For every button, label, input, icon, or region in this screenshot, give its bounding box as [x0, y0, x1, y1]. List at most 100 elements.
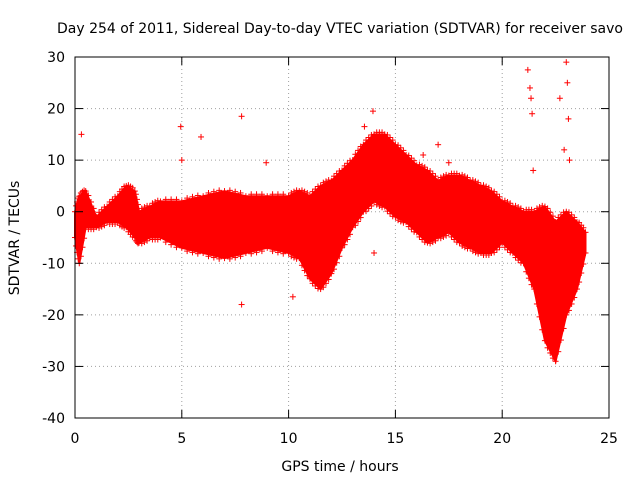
lower-fringe-point [568, 300, 575, 307]
upper-fringe-point [109, 196, 116, 203]
lower-fringe-point [314, 285, 321, 292]
lower-fringe-point [451, 236, 458, 243]
upper-fringe-point [379, 129, 386, 136]
lower-fringe-point [571, 294, 578, 301]
lower-fringe-point [293, 255, 300, 262]
lower-fringe-point [173, 244, 180, 251]
upper-envelope-point [221, 188, 228, 195]
upper-fringe-point [395, 142, 402, 149]
upper-fringe-point [453, 170, 460, 177]
lower-fringe-point [112, 221, 119, 228]
lower-fringe-point [129, 233, 136, 240]
outlier-point [528, 95, 535, 102]
outlier-point [238, 113, 245, 120]
lower-fringe-point [440, 233, 447, 240]
lower-envelope-point [381, 203, 388, 210]
upper-fringe-point [443, 171, 450, 178]
upper-fringe-point [544, 205, 551, 212]
upper-fringe-point [368, 131, 375, 138]
lower-fringe-point [144, 237, 151, 244]
lower-fringe-point [73, 242, 80, 249]
upper-fringe-point [400, 147, 407, 154]
upper-fringe-point [132, 191, 139, 198]
lower-fringe-point [81, 235, 88, 242]
upper-envelope-point [552, 219, 559, 226]
outlier-point [420, 151, 427, 158]
outlier-point [563, 59, 570, 66]
upper-fringe-point [333, 170, 340, 177]
upper-fringe-point [189, 193, 196, 200]
y-tick-label: 20 [47, 102, 65, 118]
lower-fringe-point [205, 253, 212, 260]
upper-fringe-point [141, 204, 148, 211]
outlier-point [564, 79, 571, 86]
lower-fringe-point [298, 262, 305, 269]
upper-fringe-point [384, 131, 391, 138]
lower-fringe-point [79, 244, 86, 251]
upper-fringe-point [485, 184, 492, 191]
upper-envelope-point [157, 198, 164, 205]
upper-fringe-point [258, 191, 265, 198]
lower-fringe-point [475, 250, 482, 257]
upper-fringe-point [288, 189, 295, 196]
lower-envelope-point [403, 219, 410, 226]
lower-fringe-point [288, 253, 295, 260]
lower-fringe-point [557, 337, 564, 344]
lower-fringe-point [408, 226, 415, 233]
upper-fringe-point [496, 193, 503, 200]
upper-fringe-point [336, 168, 343, 175]
lower-fringe-point [453, 239, 460, 246]
lower-fringe-point [226, 255, 233, 262]
lower-fringe-point [565, 307, 572, 314]
lower-fringe-point [373, 201, 380, 208]
lower-envelope-point [371, 198, 378, 205]
lower-fringe-point [443, 232, 450, 239]
lower-fringe-point [464, 245, 471, 252]
lower-fringe-point [347, 231, 354, 238]
lower-envelope-point [435, 234, 442, 241]
upper-fringe-point [397, 144, 404, 151]
upper-fringe-point [322, 178, 329, 185]
lower-envelope-point [573, 286, 580, 293]
outlier-point [198, 133, 205, 140]
outlier-point [445, 159, 452, 166]
upper-fringe-point [517, 205, 524, 212]
lower-envelope-point [552, 358, 559, 365]
lower-fringe-point [432, 237, 439, 244]
lower-fringe-point [320, 284, 327, 291]
upper-fringe-point [555, 214, 562, 221]
lower-fringe-point [419, 236, 426, 243]
upper-fringe-point [528, 206, 535, 213]
lower-fringe-point [274, 249, 281, 256]
lower-envelope-point [328, 270, 335, 277]
lower-fringe-point [515, 257, 522, 264]
upper-envelope-point [114, 193, 121, 200]
upper-envelope-point [509, 203, 516, 210]
lower-fringe-point [427, 240, 434, 247]
upper-fringe-point [88, 198, 95, 205]
upper-fringe-point [421, 164, 428, 171]
lower-fringe-point [517, 259, 524, 266]
lower-fringe-point [523, 268, 530, 275]
upper-envelope-point [296, 188, 303, 195]
outlier-point [526, 84, 533, 91]
lower-envelope-point [339, 244, 345, 251]
lower-fringe-point [525, 275, 532, 282]
lower-fringe-point [325, 276, 332, 283]
lower-envelope-point [582, 249, 589, 256]
lower-fringe-point [429, 239, 436, 246]
upper-fringe-point [365, 134, 372, 141]
upper-fringe-point [154, 197, 161, 204]
y-tick-label: -30 [42, 359, 65, 375]
upper-envelope-point [93, 213, 100, 220]
lower-fringe-point [448, 233, 455, 240]
upper-fringe-point [309, 188, 316, 195]
lower-fringe-point [75, 255, 82, 262]
outlier-point [565, 115, 572, 122]
lower-fringe-point [576, 279, 583, 286]
lower-fringe-point [77, 253, 84, 260]
lower-fringe-point [512, 254, 519, 261]
lower-fringe-point [578, 270, 585, 277]
lower-fringe-point [90, 226, 97, 233]
y-tick-label: 10 [47, 153, 65, 169]
